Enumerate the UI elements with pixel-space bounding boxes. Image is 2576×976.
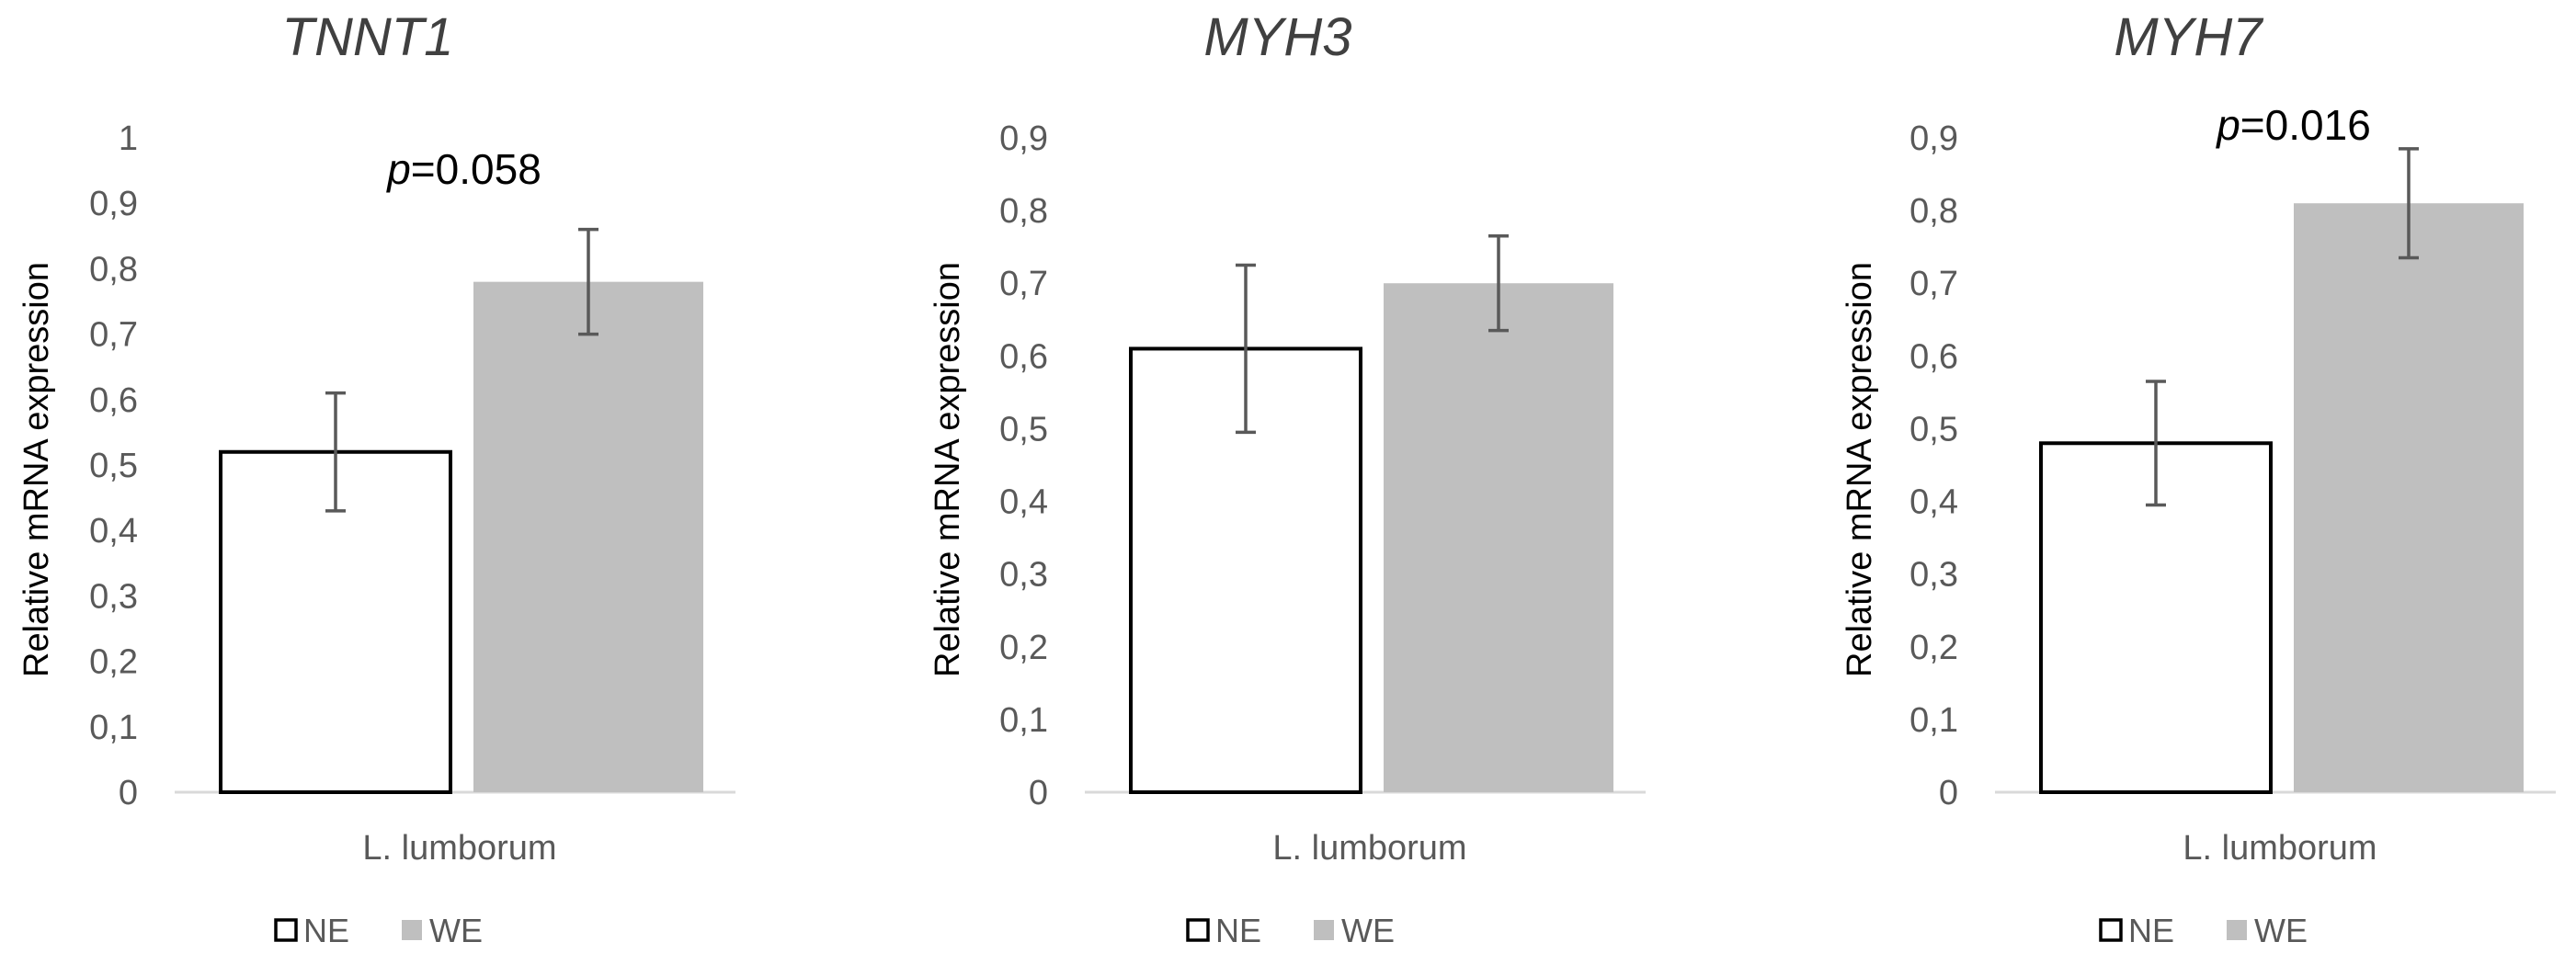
legend-swatch-we (2227, 920, 2247, 940)
p-symbol: p (2215, 101, 2240, 149)
p-value-annotation: p=0.058 (385, 145, 541, 193)
bar-we (2294, 203, 2524, 792)
chart-title: TNNT1 (282, 7, 454, 67)
legend-label-ne: NE (1215, 912, 1261, 949)
y-tick-label: 0,3 (1909, 556, 1958, 595)
y-tick-label: 0,4 (999, 483, 1048, 522)
y-tick-label: 1 (119, 119, 138, 158)
legend: NE WE (274, 912, 483, 949)
legend-swatch-ne (2099, 918, 2123, 942)
chart-panel-myh3: MYH3 Relative mRNA expression 0 0,1 0,2 0,3 0,… (929, 7, 1646, 949)
y-tick-label: 0,2 (999, 629, 1048, 667)
y-tick-label: 0,9 (999, 119, 1048, 158)
y-tick-label: 0 (119, 774, 138, 812)
y-tick-label: 0,9 (1909, 119, 1958, 158)
p-symbol: p (385, 145, 411, 193)
p-value-annotation: p=0.016 (2215, 101, 2371, 149)
bar-we (473, 281, 703, 792)
y-tick-label: 0 (1029, 774, 1048, 812)
bar-we (1384, 283, 1613, 792)
chart-panel-myh7: MYH7 Relative mRNA expression 0 0,1 0,2 0,3 0,… (1841, 7, 2556, 949)
y-tick-label: 0,5 (89, 447, 138, 485)
y-tick-label: 0,8 (1909, 192, 1958, 231)
y-tick-label: 0,1 (1909, 701, 1958, 740)
legend-swatch-we (402, 920, 422, 940)
p-value: =0.016 (2240, 101, 2371, 149)
chart-title: MYH3 (1203, 7, 1351, 67)
y-tick-label: 0,7 (1909, 265, 1958, 303)
x-category-label: L. lumborum (1272, 829, 1466, 868)
y-tick-label: 0,8 (999, 192, 1048, 231)
chart-panel-tnnt1: TNNT1 Relative mRNA expression 0 0,1 0,2 0,3 0… (17, 7, 735, 949)
x-category-label: L. lumborum (362, 829, 556, 868)
y-tick-label: 0,4 (89, 512, 138, 550)
chart-title: MYH7 (2114, 7, 2264, 67)
y-tick-label: 0,7 (89, 316, 138, 355)
legend-swatch-we (1314, 920, 1334, 940)
x-category-label: L. lumborum (2183, 829, 2377, 868)
legend-label-ne: NE (303, 912, 349, 949)
y-axis-label: Relative mRNA expression (929, 262, 967, 677)
y-tick-label: 0,5 (1909, 410, 1958, 448)
y-axis-label: Relative mRNA expression (17, 262, 56, 677)
legend: NE WE (2099, 912, 2308, 949)
y-tick-label: 0,2 (1909, 629, 1958, 667)
legend-label-we: WE (2254, 912, 2308, 949)
y-tick-label: 0,6 (999, 337, 1048, 376)
legend-swatch-ne (274, 918, 298, 942)
legend: NE WE (1186, 912, 1395, 949)
y-tick-label: 0,3 (999, 556, 1048, 595)
legend-label-we: WE (429, 912, 483, 949)
y-tick-label: 0 (1939, 774, 1958, 812)
y-tick-label: 0,6 (1909, 337, 1958, 376)
y-tick-label: 0,1 (999, 701, 1048, 740)
y-tick-label: 0,6 (89, 381, 138, 420)
y-axis-label: Relative mRNA expression (1841, 262, 1879, 677)
y-tick-label: 0,1 (89, 709, 138, 747)
legend-swatch-ne (1186, 918, 1210, 942)
legend-label-we: WE (1341, 912, 1395, 949)
y-tick-label: 0,7 (999, 265, 1048, 303)
p-value: =0.058 (411, 145, 541, 193)
y-tick-label: 0,8 (89, 250, 138, 289)
y-tick-label: 0,4 (1909, 483, 1958, 522)
legend-label-ne: NE (2128, 912, 2174, 949)
y-tick-label: 0,5 (999, 410, 1048, 448)
y-tick-label: 0,3 (89, 577, 138, 616)
y-tick-label: 0,9 (89, 185, 138, 223)
y-tick-label: 0,2 (89, 643, 138, 682)
